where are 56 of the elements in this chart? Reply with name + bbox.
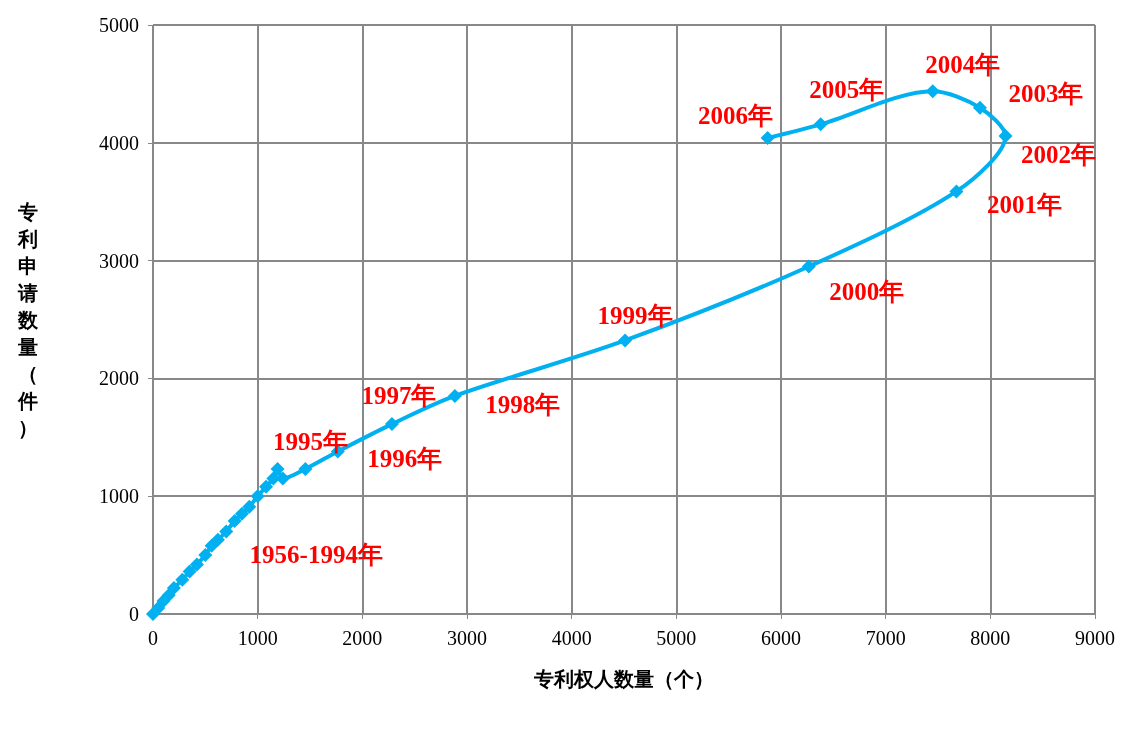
point [447, 388, 462, 403]
annotation: 1996年 [367, 444, 443, 472]
point [234, 506, 249, 521]
point [210, 532, 225, 547]
annotation: 2001年 [986, 190, 1062, 218]
point [198, 548, 213, 563]
point [972, 100, 987, 115]
point [760, 130, 775, 145]
point [250, 489, 265, 504]
point [166, 581, 181, 596]
annotation: 1995年 [273, 427, 349, 455]
annotation: 1956-1994年 [249, 541, 383, 569]
x-tick-label: 5000 [656, 627, 697, 649]
y-tick-label: 0 [129, 603, 139, 625]
annotation: 1998年 [485, 391, 561, 419]
annotation: 2005年 [809, 75, 885, 103]
x-tick-label: 2000 [342, 627, 383, 649]
x-tick-label: 9000 [1075, 627, 1115, 649]
point [813, 117, 828, 132]
point [219, 524, 234, 539]
x-tick-label: 0 [148, 627, 158, 649]
annotation: 1997年 [361, 381, 437, 409]
point [242, 499, 257, 514]
point [204, 538, 219, 553]
x-tick-label: 6000 [761, 627, 801, 649]
annotation: 2006年 [698, 102, 774, 130]
point [175, 572, 190, 587]
annotation: 2003年 [1008, 80, 1084, 108]
y-tick-label: 5000 [99, 14, 139, 36]
text: 专利申请数量（件） [18, 200, 38, 439]
annotation: 2002年 [1021, 141, 1097, 169]
point [189, 557, 204, 572]
x-tick-label: 8000 [970, 627, 1011, 649]
point [801, 259, 816, 274]
point [182, 564, 197, 579]
point [298, 461, 313, 476]
point [925, 84, 940, 99]
point [270, 462, 285, 477]
annotation: 2004年 [925, 50, 1001, 78]
point [949, 184, 964, 199]
x-tick-label: 7000 [865, 627, 906, 649]
point [227, 513, 242, 528]
x-tick-label: 1000 [237, 627, 278, 649]
y-tick-label: 3000 [99, 249, 139, 272]
point [618, 333, 633, 348]
annotation: 1999年 [597, 301, 673, 329]
y-tick-label: 2000 [99, 367, 139, 390]
x-axis-title: 专利权人数量（个） [533, 668, 714, 690]
point [384, 417, 399, 432]
point [998, 128, 1013, 143]
y-tick-label: 4000 [99, 131, 139, 154]
annotation: 2000年 [829, 277, 905, 305]
x-tick-label: 3000 [447, 627, 487, 649]
x-tick-label: 4000 [551, 627, 592, 649]
y-tick-label: 1000 [99, 485, 139, 508]
point [259, 479, 274, 494]
